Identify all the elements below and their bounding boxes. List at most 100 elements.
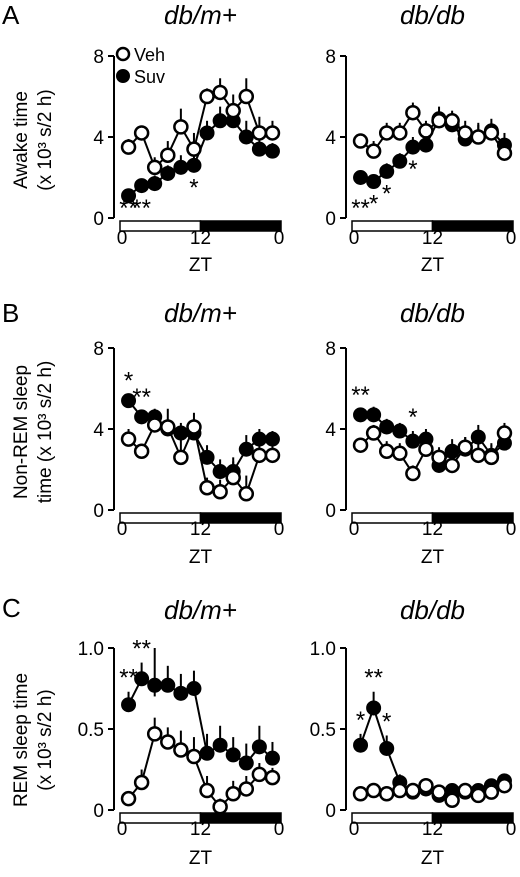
y-tick-label: 4 (325, 420, 336, 441)
data-point (173, 742, 189, 758)
y-tick-label: 4 (325, 128, 336, 149)
data-point (365, 143, 382, 159)
data-point (133, 443, 150, 460)
significance-marker: * (408, 156, 417, 183)
data-point (251, 141, 267, 157)
ylabel-rem-line2: (x 10³ s/2 h) (35, 689, 56, 790)
data-point (366, 700, 382, 716)
data-point (160, 734, 176, 750)
y-tick-label: 0 (325, 209, 336, 230)
data-point (457, 782, 473, 799)
series-suv (121, 648, 280, 771)
data-point (173, 425, 189, 441)
data-point (264, 769, 281, 786)
data-point (496, 425, 513, 441)
data-point (225, 469, 241, 486)
data-point (431, 449, 447, 466)
light-phase-bar (119, 812, 202, 824)
data-point (378, 786, 395, 802)
data-point (186, 419, 202, 435)
data-point (352, 786, 369, 802)
data-point (199, 479, 215, 496)
data-point (418, 137, 434, 153)
x-tick-label: 12 (190, 819, 211, 840)
dark-phase-bar (431, 220, 514, 232)
series-veh (352, 422, 513, 482)
ylabel-awake-line1: Awake time (11, 91, 32, 189)
data-point (212, 799, 228, 815)
data-point (444, 792, 460, 809)
data-point (121, 393, 137, 409)
x-tick-label: 0 (117, 228, 128, 249)
data-point (225, 102, 241, 119)
data-point (251, 447, 268, 464)
ylabel-rem-line1: REM sleep time (11, 673, 32, 807)
x-tick-label: 0 (349, 819, 360, 840)
x-tick-label: 0 (349, 228, 360, 249)
y-tick-label: 0 (325, 801, 336, 822)
data-point (238, 781, 255, 797)
x-axis-label: ZT (421, 255, 445, 276)
data-point (238, 88, 255, 105)
data-point (418, 777, 434, 794)
y-tick-label: 8 (325, 47, 336, 68)
ylabel-awake: Awake time (x 10³ s/2 h) (11, 89, 56, 190)
data-point (366, 174, 382, 190)
significance-marker: ** (132, 195, 151, 222)
y-tick-label: 1.0 (78, 639, 104, 660)
data-point (405, 139, 421, 155)
series-veh (352, 102, 513, 161)
ylabel-nrem-line2: time (x 10³ s/2 h) (35, 361, 56, 504)
data-point (496, 777, 513, 794)
data-point (212, 737, 228, 753)
y-tick-label: 8 (93, 339, 104, 360)
x-tick-label: 0 (274, 228, 285, 249)
dark-phase-bar (431, 512, 514, 524)
data-point (353, 407, 369, 423)
data-point (444, 113, 460, 129)
data-point (353, 170, 369, 185)
data-point (120, 431, 137, 447)
y-tick-label: 1.0 (310, 639, 336, 660)
data-point (120, 139, 137, 155)
data-point (483, 449, 500, 466)
data-point (173, 685, 189, 701)
x-tick-label: 0 (274, 819, 285, 840)
y-tick-label: 0.5 (78, 720, 104, 741)
data-point (186, 141, 202, 157)
data-point (264, 750, 280, 766)
data-point (379, 740, 395, 756)
x-tick-label: 12 (190, 519, 211, 540)
data-point (353, 737, 369, 753)
data-point (379, 419, 395, 435)
chart-b-dbm: db/m+ 0 4 8 0 12 0 ZT *** (93, 298, 284, 568)
series-veh (120, 408, 281, 502)
data-point (405, 465, 421, 482)
x-tick-label: 0 (506, 819, 517, 840)
significance-marker: * (356, 707, 365, 734)
data-point (470, 429, 486, 445)
significance-marker: * (369, 191, 378, 218)
data-point (483, 784, 500, 800)
series-veh (120, 717, 281, 815)
data-point (147, 677, 163, 693)
data-point (199, 125, 215, 141)
data-point (238, 755, 254, 771)
data-point (379, 163, 395, 179)
data-point (457, 125, 473, 141)
ylabel-rem: REM sleep time (x 10³ s/2 h) (11, 673, 56, 807)
data-point (186, 157, 202, 173)
data-point (378, 443, 395, 460)
y-tick-label: 4 (93, 420, 104, 441)
light-phase-bar (351, 512, 434, 524)
data-point (146, 726, 163, 742)
significance-marker: ** (351, 195, 370, 222)
x-tick-label: 12 (422, 519, 443, 540)
data-point (186, 748, 202, 765)
data-point (238, 441, 254, 457)
data-point (431, 113, 447, 129)
data-point (186, 681, 202, 696)
